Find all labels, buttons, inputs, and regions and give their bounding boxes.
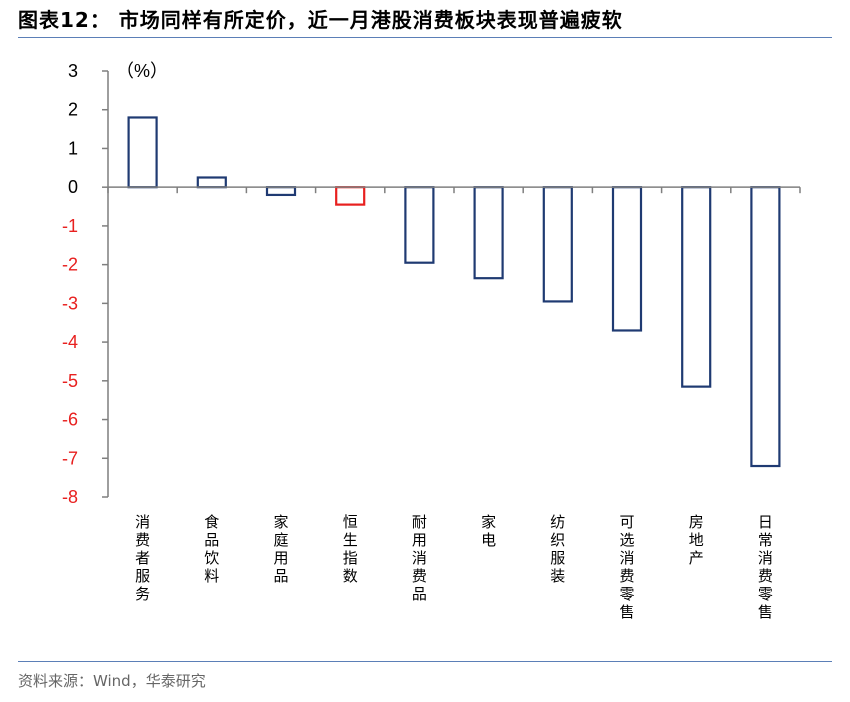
bar-chart: 3 2 1 0 -1 -2 -3 -4 -5 -6 -7 -8 消费者服务 食品饮料 家庭用品 恒生指数 耐用… xyxy=(62,61,801,621)
category-labels: 消费者服务 食品饮料 家庭用品 恒生指数 耐用消费品 家电 纺织服装 可选消费零售 房地产 日常消… xyxy=(135,513,773,621)
unit-label: （%） xyxy=(116,61,168,81)
bar xyxy=(335,186,366,206)
bar xyxy=(196,176,227,189)
y-tick-label: -3 xyxy=(62,293,78,313)
y-tick-label: -4 xyxy=(62,332,78,352)
chart-title: 图表12： 市场同样有所定价，近一月港股消费板块表现普遍疲软 xyxy=(18,8,623,32)
bar xyxy=(611,186,643,332)
y-tick-label: -2 xyxy=(62,255,78,275)
bar xyxy=(265,186,297,197)
bar xyxy=(473,186,504,280)
bar xyxy=(750,186,781,468)
category-label: 可选消费零售 xyxy=(619,513,634,621)
y-tick-label: -1 xyxy=(62,216,78,236)
bar xyxy=(542,186,573,303)
y-tick-label: 1 xyxy=(68,138,78,158)
bar xyxy=(127,116,158,189)
y-tick-label: -8 xyxy=(62,487,78,507)
y-tick-label: -5 xyxy=(62,371,78,391)
category-label: 耐用消费品 xyxy=(412,513,427,603)
y-tick-label: 2 xyxy=(68,100,78,120)
category-label: 食品饮料 xyxy=(204,513,219,585)
category-label: 日常消费零售 xyxy=(758,513,773,621)
source-note: 资料来源：Wind，华泰研究 xyxy=(18,672,206,690)
category-label: 房地产 xyxy=(689,513,704,567)
category-label: 家电 xyxy=(481,513,496,549)
category-label: 纺织服装 xyxy=(550,513,565,585)
y-tick-label: 0 xyxy=(68,177,78,197)
category-label: 消费者服务 xyxy=(135,513,150,603)
y-axis: 3 2 1 0 -1 -2 -3 -4 -5 -6 -7 -8 xyxy=(62,61,109,507)
y-tick-label: -6 xyxy=(62,410,78,430)
category-label: 恒生指数 xyxy=(343,513,358,585)
footer-rule xyxy=(18,661,832,662)
title-rule xyxy=(18,37,832,38)
y-tick-label: -7 xyxy=(62,448,78,468)
category-label: 家庭用品 xyxy=(273,513,288,585)
y-tick-label: 3 xyxy=(68,61,78,81)
bars-group xyxy=(127,116,781,468)
x-axis xyxy=(107,186,801,194)
bar xyxy=(404,186,435,264)
bar xyxy=(681,186,712,388)
